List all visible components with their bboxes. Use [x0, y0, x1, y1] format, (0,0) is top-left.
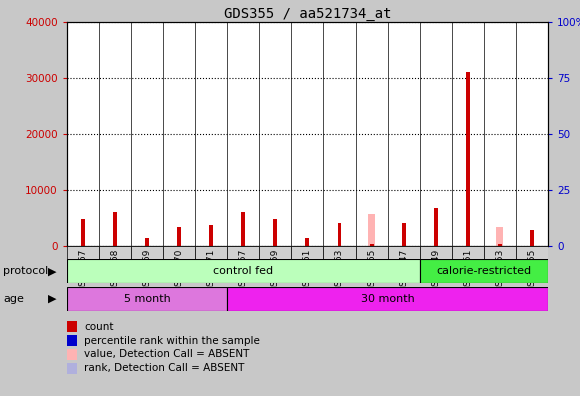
- Bar: [484, 246, 516, 283]
- Text: calorie-restricted: calorie-restricted: [436, 266, 531, 276]
- Bar: [338, 223, 342, 246]
- Text: GSM7468: GSM7468: [110, 249, 119, 292]
- Text: GSM7470: GSM7470: [175, 249, 183, 292]
- Text: count: count: [84, 322, 114, 332]
- Bar: [81, 219, 85, 246]
- Bar: [530, 230, 534, 246]
- Bar: [99, 246, 131, 283]
- Bar: [67, 246, 99, 283]
- Bar: [145, 238, 149, 246]
- Bar: [259, 246, 291, 283]
- Bar: [420, 259, 548, 283]
- Bar: [356, 246, 387, 283]
- Text: percentile rank within the sample: percentile rank within the sample: [84, 335, 260, 346]
- Text: GSM7449: GSM7449: [432, 249, 440, 292]
- Text: GSM7471: GSM7471: [206, 249, 216, 292]
- Bar: [369, 244, 374, 246]
- Bar: [369, 244, 374, 246]
- Text: GSM7453: GSM7453: [495, 249, 505, 292]
- Bar: [273, 219, 277, 246]
- Text: GSM7469: GSM7469: [143, 249, 151, 292]
- Text: GSM7451: GSM7451: [463, 249, 472, 292]
- Bar: [67, 259, 420, 283]
- Text: ▶: ▶: [48, 294, 56, 304]
- Bar: [209, 225, 213, 246]
- Text: 30 month: 30 month: [361, 294, 415, 304]
- Text: GSM7457: GSM7457: [239, 249, 248, 292]
- Text: GSM7463: GSM7463: [335, 249, 344, 292]
- Bar: [498, 244, 502, 246]
- Text: ▶: ▶: [48, 266, 56, 276]
- Bar: [163, 246, 195, 283]
- Text: age: age: [3, 294, 24, 304]
- Bar: [402, 223, 405, 246]
- Bar: [434, 208, 438, 246]
- Bar: [241, 212, 245, 246]
- Bar: [67, 287, 227, 311]
- Bar: [420, 246, 452, 283]
- Bar: [306, 238, 309, 246]
- Text: protocol: protocol: [3, 266, 48, 276]
- Bar: [195, 246, 227, 283]
- Text: value, Detection Call = ABSENT: value, Detection Call = ABSENT: [84, 349, 249, 360]
- Text: 5 month: 5 month: [124, 294, 171, 304]
- Bar: [387, 246, 420, 283]
- Bar: [227, 246, 259, 283]
- Bar: [496, 227, 503, 246]
- Bar: [227, 287, 548, 311]
- Bar: [466, 72, 470, 246]
- Bar: [291, 246, 324, 283]
- Bar: [498, 244, 502, 246]
- Text: GSM7467: GSM7467: [78, 249, 87, 292]
- Title: GDS355 / aa521734_at: GDS355 / aa521734_at: [224, 7, 391, 21]
- Text: GSM7461: GSM7461: [303, 249, 312, 292]
- Text: GSM7455: GSM7455: [528, 249, 537, 292]
- Bar: [324, 246, 356, 283]
- Bar: [452, 246, 484, 283]
- Text: GSM7447: GSM7447: [399, 249, 408, 292]
- Text: control fed: control fed: [213, 266, 273, 276]
- Bar: [177, 227, 181, 246]
- Text: GSM7465: GSM7465: [367, 249, 376, 292]
- Bar: [516, 246, 548, 283]
- Bar: [368, 213, 375, 246]
- Bar: [131, 246, 163, 283]
- Text: rank, Detection Call = ABSENT: rank, Detection Call = ABSENT: [84, 363, 245, 373]
- Bar: [113, 212, 117, 246]
- Text: GSM7459: GSM7459: [271, 249, 280, 292]
